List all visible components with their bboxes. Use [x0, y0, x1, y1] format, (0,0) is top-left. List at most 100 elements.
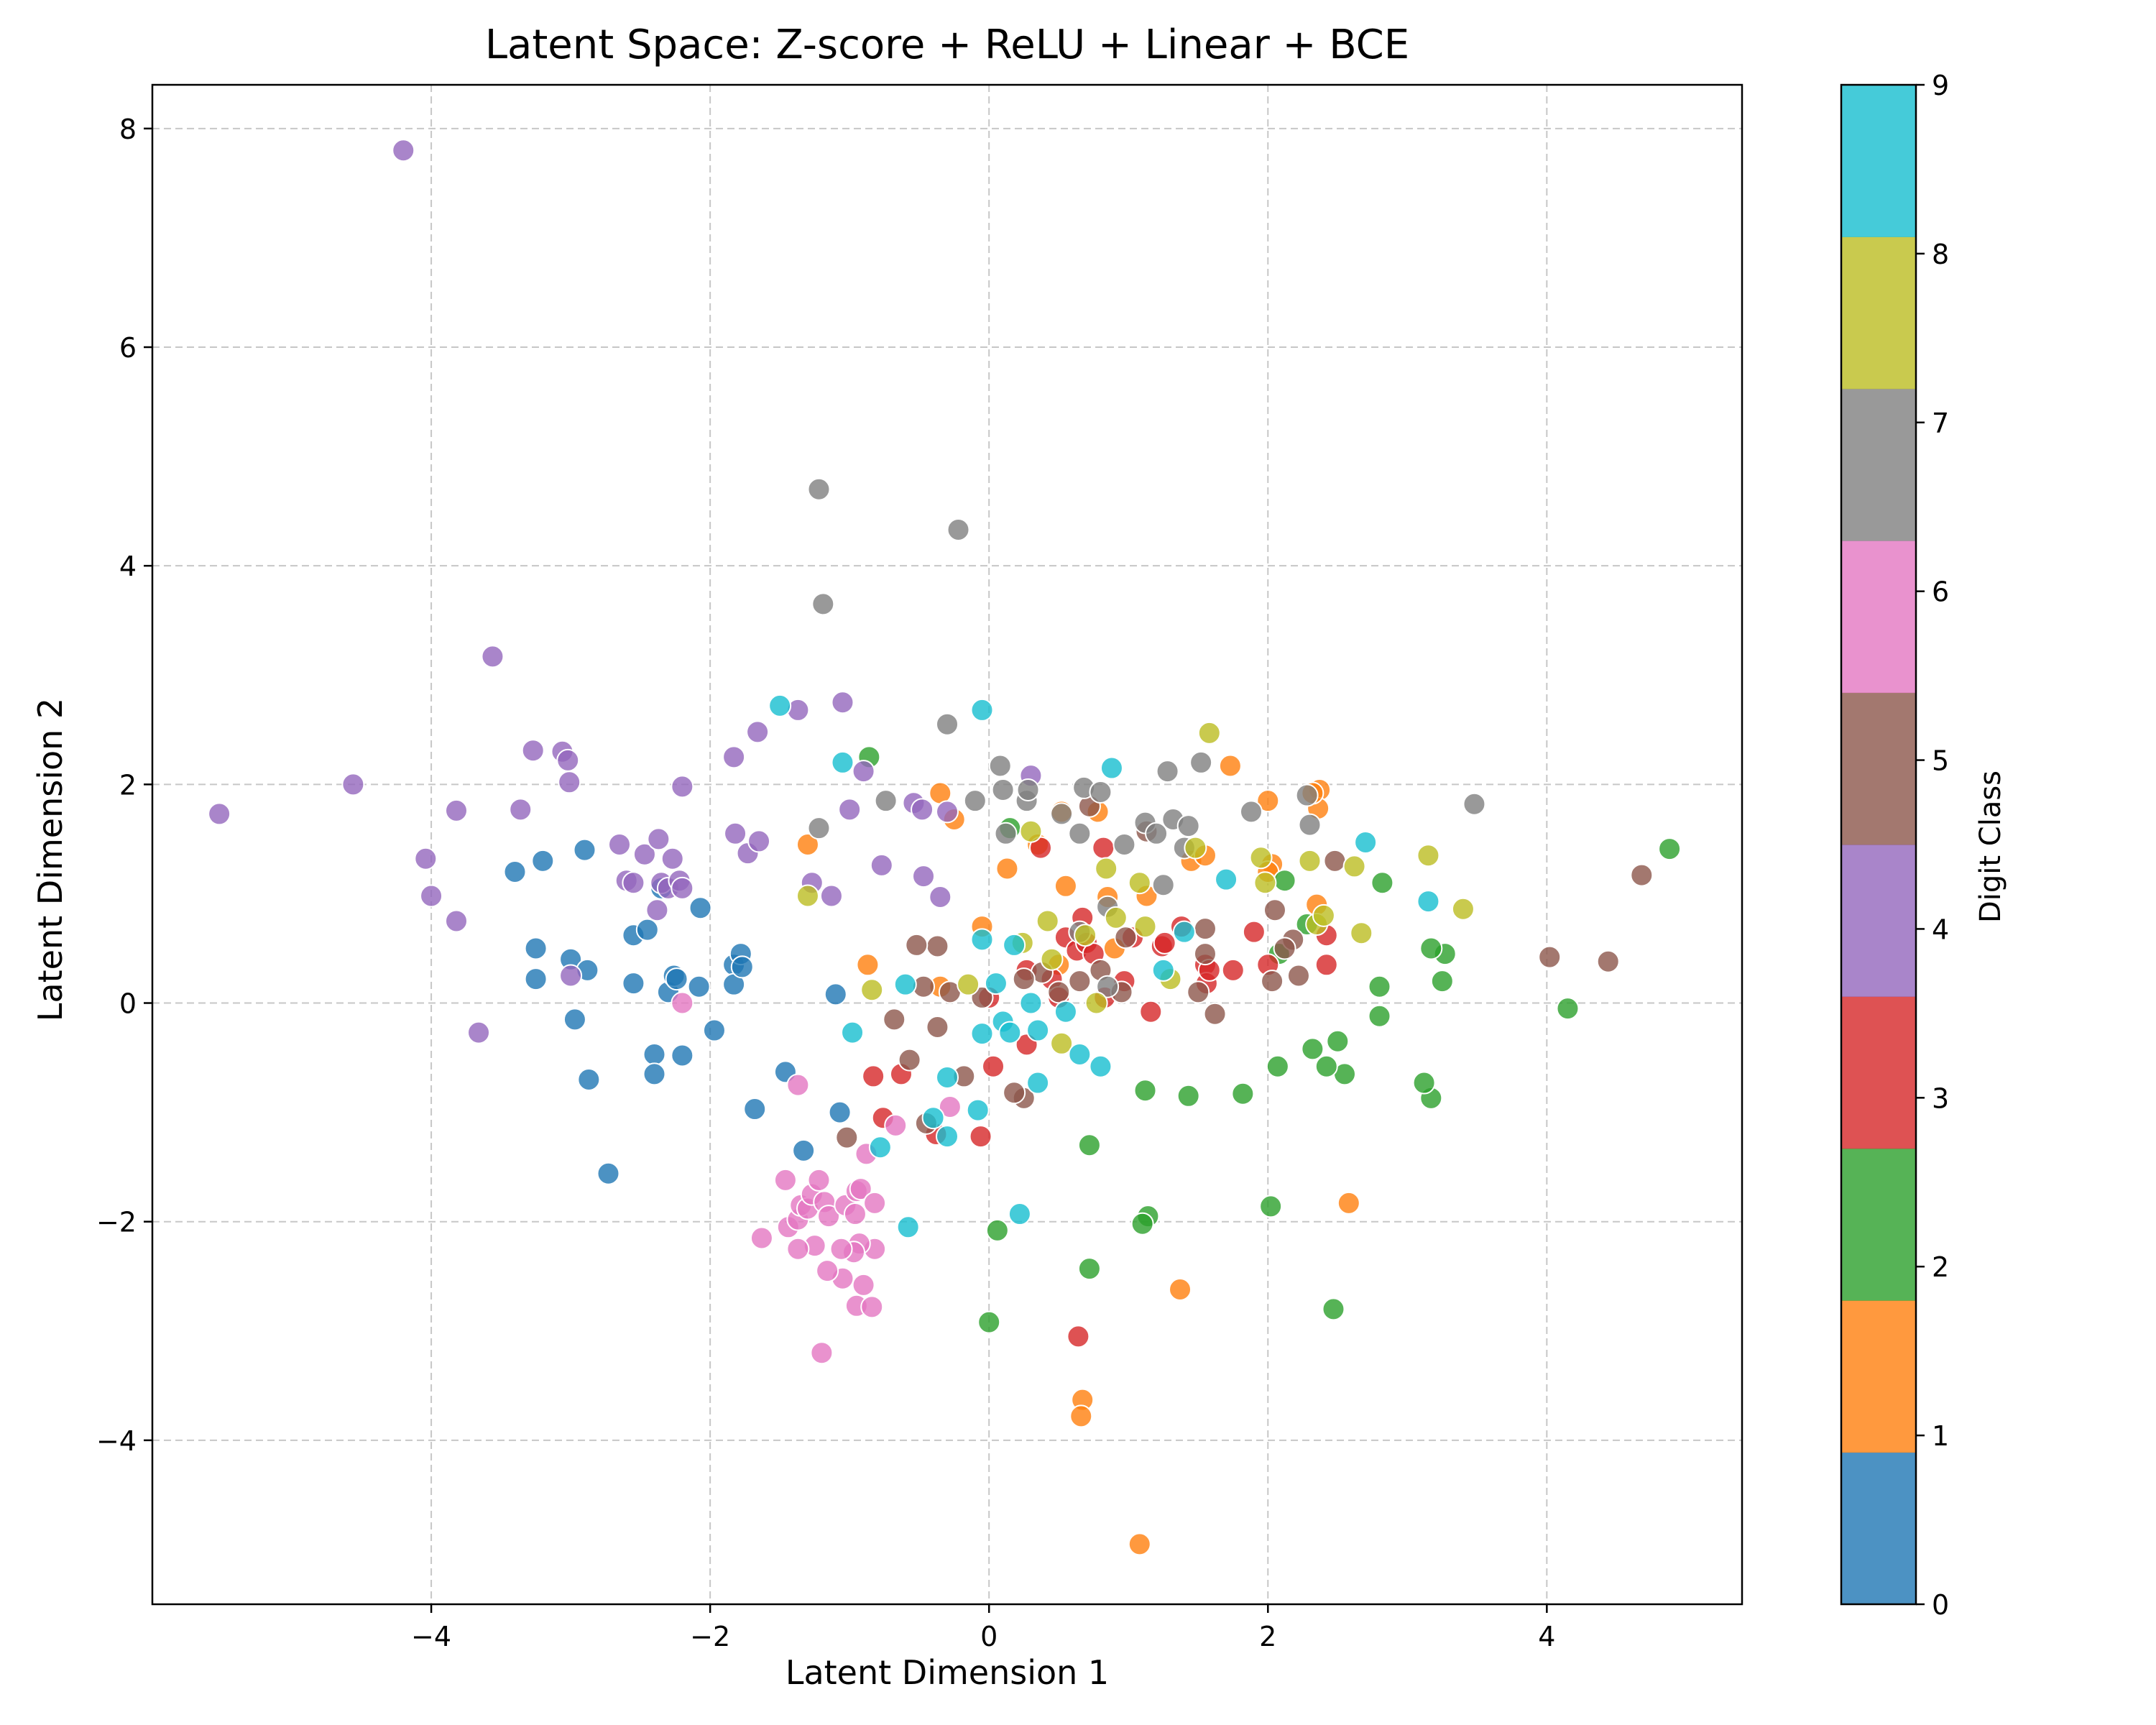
data-point	[392, 139, 415, 162]
data-point	[929, 886, 952, 909]
data-point	[1323, 849, 1347, 873]
x-axis-label: Latent Dimension 1	[785, 1653, 1110, 1692]
data-point	[860, 1295, 884, 1319]
data-point	[559, 964, 583, 988]
data-point	[524, 967, 548, 991]
data-point	[966, 1098, 990, 1122]
data-point	[811, 592, 835, 616]
data-point	[1145, 822, 1169, 845]
data-point	[926, 934, 949, 958]
data-point	[807, 477, 831, 501]
y-tick-label: 2	[119, 769, 137, 801]
data-point	[1596, 949, 1620, 973]
data-point	[1416, 844, 1440, 868]
data-point	[420, 884, 443, 908]
data-point	[936, 712, 959, 736]
colorbar-segment	[1841, 692, 1916, 845]
data-point	[1092, 836, 1115, 860]
data-point	[467, 1021, 491, 1044]
data-point	[660, 847, 684, 870]
data-point	[702, 1018, 726, 1042]
data-point	[1184, 836, 1207, 860]
colorbar-segment	[1841, 845, 1916, 997]
data-point	[912, 865, 936, 888]
data-point	[835, 1126, 859, 1149]
data-point	[1368, 1004, 1391, 1028]
data-point	[773, 1168, 797, 1192]
data-point	[1069, 1404, 1093, 1428]
data-point	[444, 909, 468, 933]
x-tick-label: −2	[690, 1621, 730, 1652]
colorbar-segment	[1841, 388, 1916, 541]
data-point	[645, 898, 669, 922]
data-point	[573, 838, 596, 862]
data-point	[1012, 967, 1036, 991]
data-point	[1419, 937, 1443, 960]
data-point	[730, 955, 754, 979]
data-point	[838, 798, 862, 822]
data-point	[1172, 920, 1196, 944]
data-point	[807, 1168, 831, 1192]
data-point	[1003, 1081, 1026, 1105]
data-point	[1130, 1212, 1154, 1236]
data-point	[768, 694, 792, 717]
data-point	[558, 770, 581, 794]
data-point	[831, 691, 854, 714]
data-point	[810, 1341, 834, 1365]
data-point	[1412, 1071, 1436, 1095]
data-point	[1068, 970, 1092, 993]
data-point	[982, 1054, 1005, 1078]
data-point	[1314, 1054, 1338, 1078]
data-point	[984, 972, 1008, 995]
colorbar-tick-label: 9	[1932, 70, 1949, 101]
data-point	[1231, 1082, 1255, 1105]
data-point	[905, 933, 929, 957]
y-tick-label: −4	[96, 1425, 137, 1457]
y-tick-label: 4	[119, 551, 137, 582]
data-point	[1019, 991, 1043, 1015]
data-point	[1128, 1532, 1151, 1556]
data-point	[995, 857, 1019, 880]
data-point	[893, 972, 917, 996]
data-point	[1084, 991, 1108, 1015]
x-tick-label: 0	[980, 1621, 998, 1652]
data-point	[503, 860, 527, 884]
data-point	[1350, 921, 1373, 945]
data-point	[862, 1064, 885, 1088]
data-point	[1112, 833, 1136, 856]
data-point	[921, 1106, 945, 1130]
data-point	[1036, 909, 1059, 933]
data-point	[1298, 813, 1322, 837]
data-point	[1054, 1000, 1077, 1024]
data-point	[817, 1205, 841, 1228]
data-point	[722, 745, 746, 769]
data-point	[828, 1100, 852, 1124]
x-tick-label: 2	[1259, 1621, 1276, 1652]
data-point	[1253, 871, 1277, 895]
colorbar-tick-label: 0	[1932, 1589, 1949, 1621]
data-point	[647, 827, 671, 851]
data-point	[642, 1043, 666, 1067]
data-point	[874, 789, 898, 813]
data-point	[1176, 814, 1200, 838]
data-point	[896, 1215, 920, 1239]
data-point	[1089, 1054, 1112, 1078]
data-point	[786, 1237, 810, 1261]
data-point	[556, 748, 580, 772]
data-point	[1003, 933, 1026, 957]
data-point	[1008, 1202, 1031, 1226]
data-point	[852, 1273, 875, 1297]
data-point	[1189, 750, 1213, 774]
data-point	[747, 829, 771, 853]
data-point	[1096, 975, 1120, 998]
data-point	[414, 847, 438, 870]
data-point	[750, 1226, 773, 1250]
data-point	[671, 1044, 694, 1067]
data-point	[1068, 822, 1092, 845]
data-point	[1538, 945, 1562, 969]
data-point	[1630, 863, 1654, 887]
data-point	[1370, 871, 1394, 895]
data-point	[852, 760, 875, 783]
data-point	[1193, 942, 1217, 966]
